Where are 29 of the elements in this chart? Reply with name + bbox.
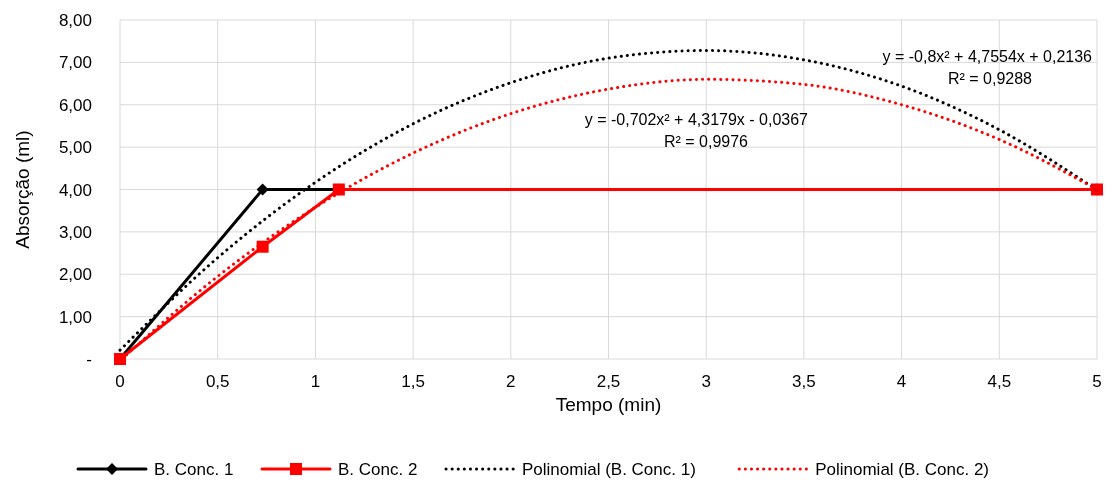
y-tick-label: 7,00 [58,53,92,73]
y-tick-label: 4,00 [58,180,92,200]
x-axis-title: Tempo (min) [555,394,662,415]
legend-label: B. Conc. 1 [154,460,234,479]
y-tick-label: - [86,350,92,369]
point [256,240,269,253]
annotation: y = -0,8x² + 4,7554x + 0,2136 R² = 0,9288 [882,48,1093,87]
annotation: y = -0,702x² + 4,3179x - 0,0367 R² = 0,9976 [584,111,809,150]
x-tick-label: 5 [1092,372,1102,391]
x-tick-label: 0,5 [205,372,230,391]
y-axis-title: Absorção (ml) [12,130,33,249]
x-tick-label: 2 [506,372,516,391]
x-tick-label: 3,5 [792,372,816,391]
y-tick-label: 5,00 [58,138,92,158]
legend-label: B. Conc. 2 [338,460,418,479]
x-tick-label: 3 [701,372,711,391]
legend-label: Polinomial (B. Conc. 2) [815,460,990,479]
x-tick-label: 1 [310,372,321,391]
legend-label: Polinomial (B. Conc. 1) [522,460,696,479]
x-tick-label: 2,5 [596,372,621,391]
y-tick-label: 8,00 [58,11,92,30]
x-tick-label: 4,5 [987,372,1012,391]
y-tick-label: 3,00 [58,222,92,242]
y-tick-label: 1,00 [58,307,92,327]
x-tick-label: 4 [896,372,907,391]
y-tick-label: 2,00 [58,265,92,285]
x-tick-label: 0 [115,372,125,391]
y-tick-label: 6,00 [58,95,92,115]
x-tick-label: 1,5 [401,372,425,391]
